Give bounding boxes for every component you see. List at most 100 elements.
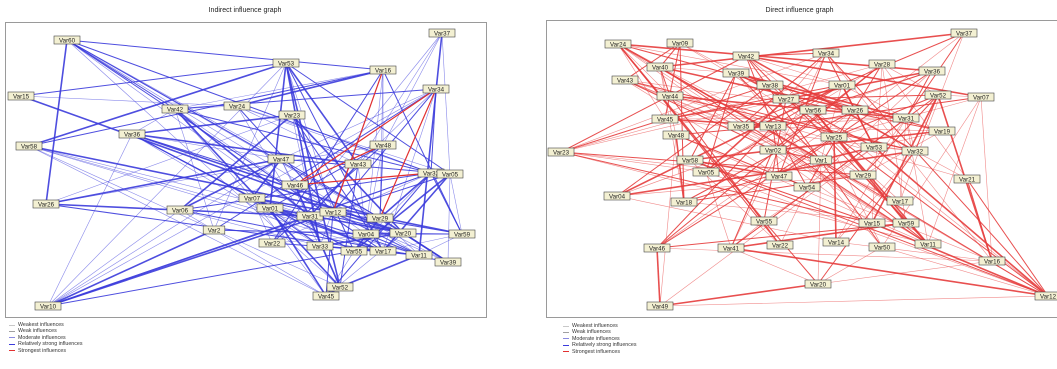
graph-node[interactable]: Var07 xyxy=(238,193,266,202)
graph-node[interactable]: Var21 xyxy=(953,174,981,183)
graph-node[interactable]: Var24 xyxy=(223,101,251,110)
graph-node[interactable]: Var17 xyxy=(369,246,397,255)
graph-node[interactable]: Var59 xyxy=(892,218,920,227)
graph-node[interactable]: Var2 xyxy=(202,225,226,234)
influence-edge xyxy=(339,254,420,288)
graph-node[interactable]: Var47 xyxy=(267,154,295,163)
node-box xyxy=(772,94,800,104)
graph-node[interactable]: Var16 xyxy=(369,65,397,74)
graph-node[interactable]: Var1 xyxy=(809,155,833,164)
graph-node[interactable]: Var04 xyxy=(352,229,380,238)
graph-node[interactable]: Var39 xyxy=(434,257,462,267)
graph-node[interactable]: Var23 xyxy=(278,110,306,119)
graph-node[interactable]: Var22 xyxy=(258,238,286,247)
graph-node[interactable]: Var31 xyxy=(892,113,920,122)
graph-node[interactable]: Var35 xyxy=(727,121,755,130)
graph-node[interactable]: Var11 xyxy=(914,239,942,248)
influence-edge xyxy=(659,32,965,68)
graph-node[interactable]: Var19 xyxy=(928,126,956,135)
node-label: Var53 xyxy=(278,60,295,67)
graph-node[interactable]: Var59 xyxy=(448,229,476,238)
graph-node[interactable]: Var39 xyxy=(722,68,750,77)
graph-node[interactable]: Var11 xyxy=(405,250,433,260)
graph-node[interactable]: Var33 xyxy=(306,241,334,250)
graph-node[interactable]: Var13 xyxy=(759,121,787,130)
influence-edge xyxy=(664,118,774,127)
graph-node[interactable]: Var44 xyxy=(656,91,684,100)
graph-node[interactable]: Var15 xyxy=(858,218,886,227)
graph-node[interactable]: Var29 xyxy=(366,213,394,222)
node-label: Var01 xyxy=(262,205,279,212)
graph-node[interactable]: Var20 xyxy=(389,228,417,237)
graph-node[interactable]: Var55 xyxy=(750,216,778,225)
graph-node[interactable]: Var18 xyxy=(670,197,698,206)
graph-node[interactable]: Var14 xyxy=(822,237,850,246)
graph-node[interactable]: Var31 xyxy=(296,211,324,220)
graph-node[interactable]: Var53 xyxy=(272,58,300,67)
graph-node[interactable]: Var22 xyxy=(766,240,794,249)
graph-node[interactable]: Var05 xyxy=(692,167,720,176)
legend-item: Relatively strong influences xyxy=(9,341,82,347)
graph-node[interactable]: Var37 xyxy=(950,28,978,38)
graph-node[interactable]: Var38 xyxy=(756,80,784,89)
graph-node[interactable]: Var34 xyxy=(812,48,840,58)
graph-node[interactable]: Var12 xyxy=(1034,291,1057,301)
graph-node[interactable]: Var12 xyxy=(319,207,347,216)
graph-node[interactable]: Var56 xyxy=(799,105,827,114)
graph-node[interactable]: Var45 xyxy=(312,291,340,301)
graph-node[interactable]: Var54 xyxy=(793,182,821,191)
graph-node[interactable]: Var43 xyxy=(611,75,639,84)
graph-node[interactable]: Var36 xyxy=(918,66,946,75)
node-label: Var29 xyxy=(372,215,389,222)
graph-node[interactable]: Var26 xyxy=(841,105,869,114)
graph-node[interactable]: Var47 xyxy=(765,171,793,180)
graph-node[interactable]: Var17 xyxy=(886,196,914,205)
node-label: Var05 xyxy=(698,169,715,176)
graph-node[interactable]: Var07 xyxy=(967,92,995,101)
graph-node[interactable]: Var05 xyxy=(436,169,464,178)
graph-node[interactable]: Var34 xyxy=(422,84,450,93)
graph-node[interactable]: Var60 xyxy=(53,35,81,45)
graph-node[interactable]: Var42 xyxy=(732,51,760,61)
graph-node[interactable]: Var01 xyxy=(828,80,856,89)
graph-node[interactable]: Var36 xyxy=(118,129,146,138)
graph-node[interactable]: Var01 xyxy=(256,203,284,212)
graph-node[interactable]: Var58 xyxy=(676,155,704,164)
graph-node[interactable]: Var53 xyxy=(860,142,888,151)
graph-node[interactable]: Var45 xyxy=(651,114,679,123)
graph-node[interactable]: Var40 xyxy=(646,62,674,71)
graph-node[interactable]: Var28 xyxy=(868,59,896,68)
graph-node[interactable]: Var41 xyxy=(717,243,745,252)
graph-node[interactable]: Var04 xyxy=(603,191,631,200)
graph-node[interactable]: Var48 xyxy=(662,130,690,139)
graph-node[interactable]: Var16 xyxy=(978,256,1006,266)
node-label: Var32 xyxy=(907,148,924,155)
graph-node[interactable]: Var24 xyxy=(604,39,632,49)
influence-edge xyxy=(730,247,1049,297)
graph-node[interactable]: Var49 xyxy=(646,301,674,311)
graph-node[interactable]: Var10 xyxy=(34,301,62,311)
graph-node[interactable]: Var43 xyxy=(344,159,372,168)
graph-node[interactable]: Var09 xyxy=(666,38,694,48)
graph-node[interactable]: Var26 xyxy=(32,199,60,208)
graph-node[interactable]: Var37 xyxy=(428,28,456,38)
graph-node[interactable]: Var58 xyxy=(15,141,43,150)
graph-node[interactable]: Var50 xyxy=(868,242,896,251)
graph-node[interactable]: Var55 xyxy=(340,246,368,255)
graph-node[interactable]: Var32 xyxy=(901,146,929,155)
graph-node[interactable]: Var52 xyxy=(326,282,354,292)
graph-node[interactable]: Var20 xyxy=(804,279,832,289)
graph-node[interactable]: Var02 xyxy=(759,145,787,154)
graph-node[interactable]: Var23 xyxy=(547,147,575,156)
graph-node[interactable]: Var52 xyxy=(924,90,952,99)
graph-node[interactable]: Var42 xyxy=(161,104,189,113)
graph-node[interactable]: Var06 xyxy=(166,205,194,214)
graph-node[interactable]: Var27 xyxy=(772,94,800,104)
graph-node[interactable]: Var46 xyxy=(643,243,671,252)
graph-node[interactable]: Var29 xyxy=(849,170,877,179)
graph-node[interactable]: Var15 xyxy=(7,91,35,100)
graph-node[interactable]: Var48 xyxy=(369,140,397,149)
graph-node[interactable]: Var25 xyxy=(820,132,848,141)
graph-node[interactable]: Var46 xyxy=(281,180,309,189)
node-label: Var34 xyxy=(818,50,835,57)
